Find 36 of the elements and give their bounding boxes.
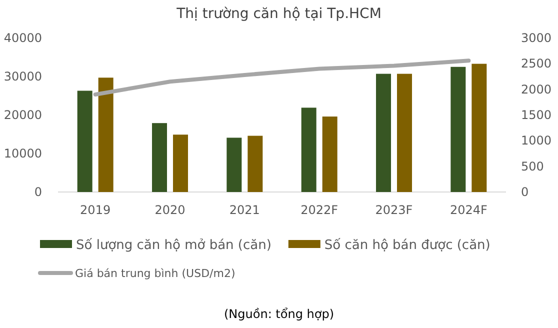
y-tick-label: 40000 [4,31,42,45]
bar [98,78,114,192]
y2-tick-label: 2000 [521,82,552,96]
bar [376,74,391,192]
x-tick-label: 2024F [450,203,488,217]
line-series [93,58,471,96]
y2-tick-label: 3000 [521,31,552,45]
chart-title: Thị trường căn hộ tại Tp.HCM [176,6,382,22]
bar [322,116,338,192]
x-tick-label: 2022F [300,203,338,217]
y2-tick-label: 500 [521,159,544,174]
legend-label: Số căn hộ bán được (căn) [324,238,490,253]
x-tick-label: 2021 [229,203,260,217]
x-tick-label: 2023F [375,203,413,217]
bar [472,64,487,192]
bar [450,66,466,192]
text: (Nguồn: tổng hợp) [224,307,334,321]
y2-tick-label: 1500 [521,108,552,122]
y-tick-label: 30000 [4,70,42,84]
bar [152,123,167,192]
y-tick-label: 20000 [4,108,42,122]
bar [226,138,242,192]
legend-label: Số lượng căn hộ mở bán (căn) [76,238,272,253]
x-tick-label: 2019 [80,203,111,217]
bar [77,90,92,192]
y2-tick-label: 1000 [521,134,552,148]
y-tick-label: 10000 [4,146,42,160]
bar [397,74,412,192]
legend-label: Giá bán trung bình (USD/m2) [75,267,236,280]
y2-tick-label: 2500 [521,56,552,71]
bar [248,136,263,192]
bar [301,108,316,192]
bar [173,134,188,192]
y-tick-label: 0 [34,185,42,199]
y2-tick-label: 0 [521,185,529,199]
x-tick-label: 2020 [154,203,186,217]
